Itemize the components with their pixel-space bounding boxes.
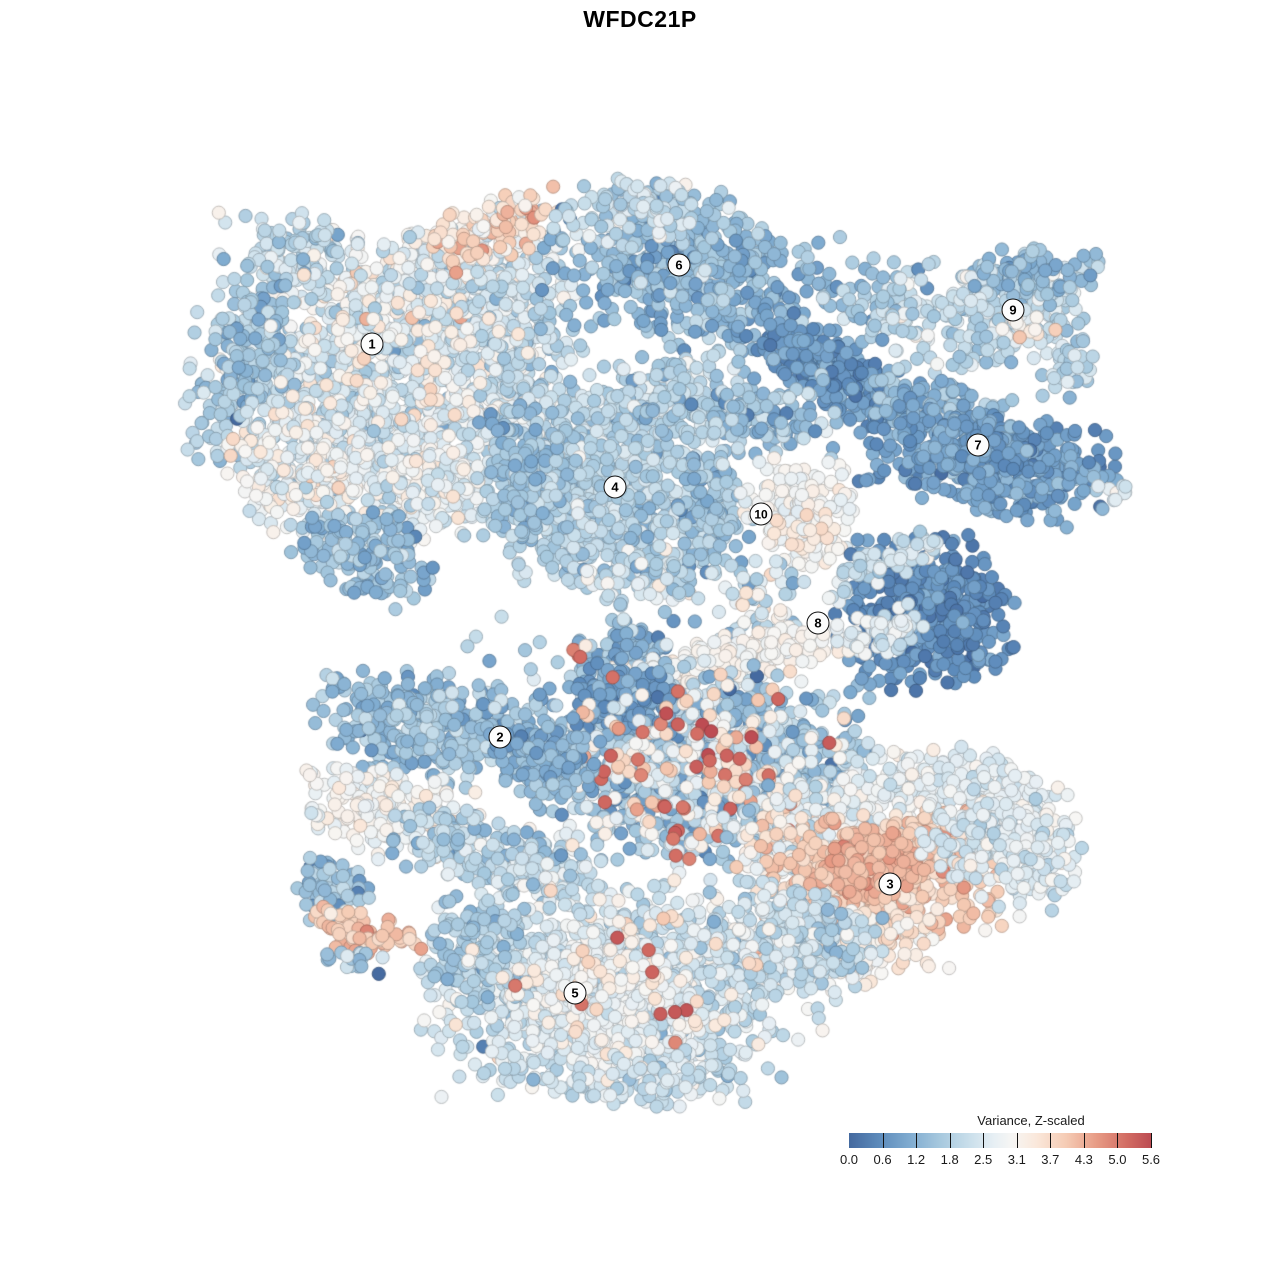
cluster-label-7: 7 — [966, 433, 990, 457]
colorbar-tick-mark — [882, 1133, 884, 1148]
colorbar-title: Variance, Z-scaled — [977, 1113, 1085, 1128]
cluster-label-4: 4 — [603, 475, 627, 499]
colorbar-tick-label: 1.2 — [907, 1152, 926, 1167]
colorbar-tick-labels: 0.0 0.6 1.2 1.8 2.5 3.1 3.7 4.3 5.0 5.6 — [840, 1152, 1160, 1167]
colorbar-tick-label: 0.6 — [873, 1152, 892, 1167]
cluster-label-9: 9 — [1001, 298, 1025, 322]
colorbar-tick-label: 5.6 — [1141, 1152, 1161, 1167]
colorbar-tick-label: 2.5 — [974, 1152, 993, 1167]
colorbar-gradient — [849, 1133, 1152, 1148]
colorbar-tick-mark — [1083, 1133, 1085, 1148]
cluster-label-1: 1 — [360, 332, 384, 356]
cluster-label-10: 10 — [749, 502, 773, 526]
colorbar-tick-mark — [1050, 1133, 1052, 1148]
colorbar-tick-label: 0.0 — [839, 1152, 859, 1167]
colorbar-tick-label: 3.7 — [1041, 1152, 1060, 1167]
cluster-label-6: 6 — [667, 253, 691, 277]
cluster-label-5: 5 — [563, 981, 587, 1005]
cluster-label-2: 2 — [488, 725, 512, 749]
cluster-label-8: 8 — [806, 611, 830, 635]
colorbar-tick-mark — [1151, 1133, 1152, 1148]
cluster-label-3: 3 — [878, 872, 902, 896]
colorbar-tick-mark — [949, 1133, 951, 1148]
colorbar-tick-mark — [1117, 1133, 1119, 1148]
colorbar-tick-mark — [916, 1133, 918, 1148]
colorbar-tick-label: 1.8 — [940, 1152, 959, 1167]
plot-title: WFDC21P — [583, 6, 697, 32]
colorbar-tick-label: 5.0 — [1108, 1152, 1127, 1167]
colorbar-tick-mark — [983, 1133, 985, 1148]
colorbar-tick-label: 4.3 — [1074, 1152, 1093, 1167]
colorbar-tick-mark — [1016, 1133, 1018, 1148]
colorbar-tick-label: 3.1 — [1007, 1152, 1026, 1167]
